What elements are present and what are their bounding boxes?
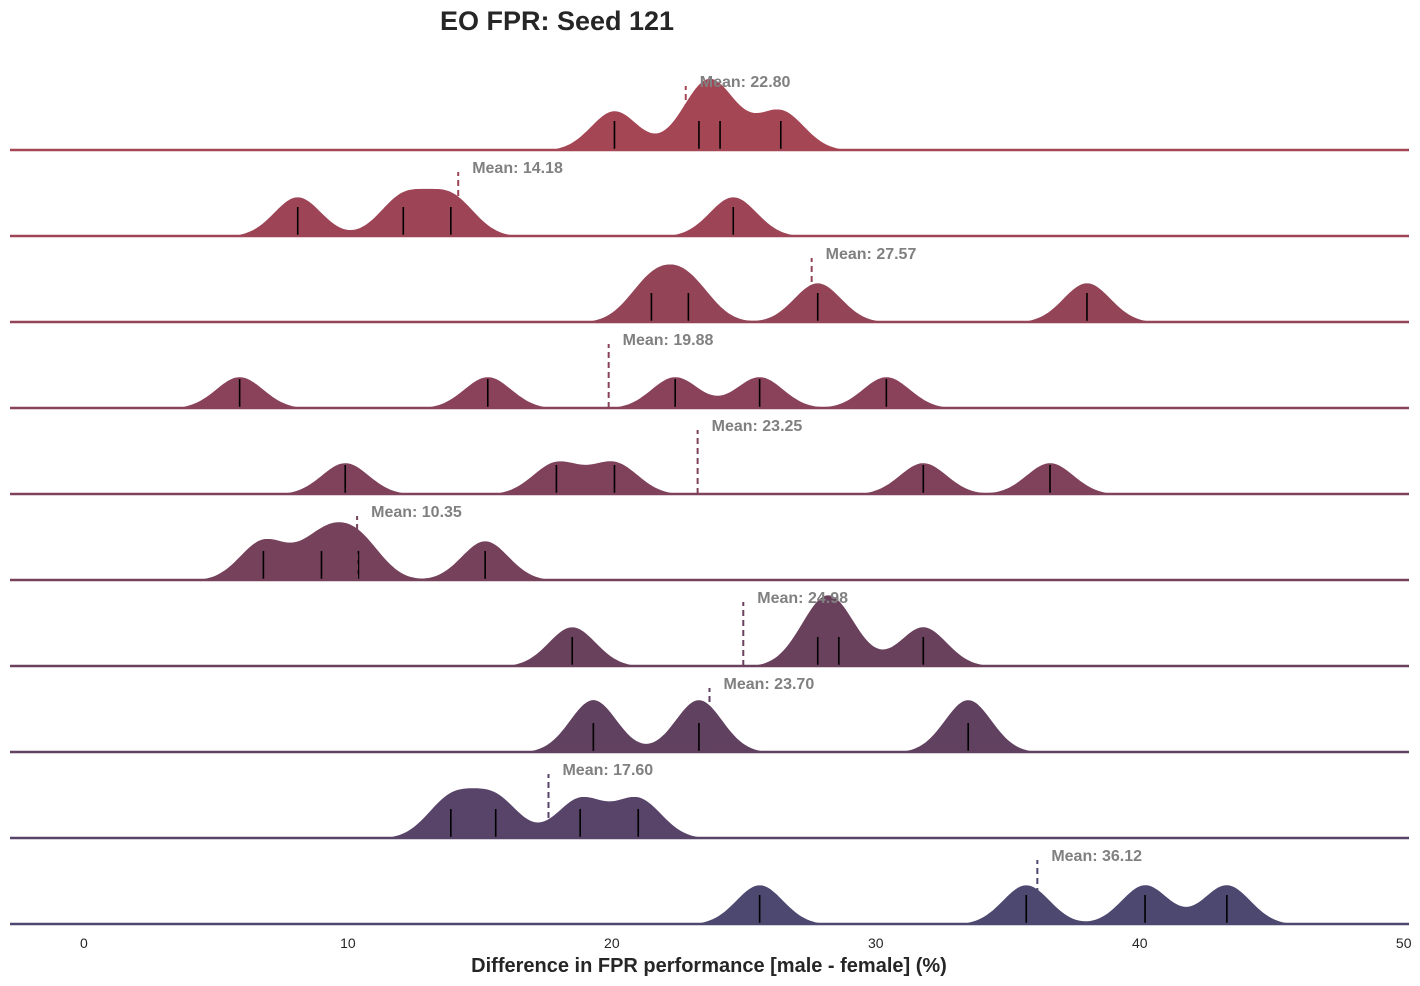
mean-label: Mean: 14.18 [472, 160, 563, 177]
x-tick-label: 10 [340, 935, 356, 951]
x-tick-label: 30 [868, 935, 884, 951]
ridge-10: Mean: 36.12 [10, 848, 1409, 926]
mean-label: Mean: 36.12 [1051, 848, 1142, 865]
ridge-4: Mean: 19.88 [10, 332, 1409, 410]
chart-title: EO FPR: Seed 121 [440, 6, 674, 36]
mean-label: Mean: 23.25 [712, 418, 803, 435]
density-area [10, 786, 1409, 839]
x-tick-label: 0 [80, 935, 88, 951]
ridge-6: Mean: 10.35 [10, 504, 1409, 582]
ridge-3: Mean: 27.57 [10, 246, 1409, 324]
ridges-group: Mean: 22.80 Mean: 14.18 Mean: 27.57 Mean: 1… [10, 74, 1409, 926]
density-area [10, 262, 1409, 323]
ridge-9: Mean: 17.60 [10, 762, 1409, 840]
ridge-1: Mean: 22.80 [10, 74, 1409, 152]
ridge-8: Mean: 23.70 [10, 676, 1409, 754]
density-area [10, 459, 1409, 495]
ridge-5: Mean: 23.25 [10, 418, 1409, 496]
x-axis: 0 10 20 30 40 50 [80, 935, 1412, 951]
density-area [10, 883, 1409, 925]
density-area [10, 520, 1409, 581]
mean-label: Mean: 17.60 [562, 762, 653, 779]
density-area [10, 375, 1409, 409]
x-tick-label: 20 [604, 935, 620, 951]
mean-label: Mean: 23.70 [724, 676, 815, 693]
mean-label: Mean: 27.57 [826, 246, 917, 263]
mean-label: Mean: 10.35 [371, 504, 462, 521]
density-area [10, 187, 1409, 237]
ridge-7: Mean: 24.98 [10, 590, 1409, 668]
mean-label: Mean: 24.98 [757, 590, 848, 607]
x-tick-label: 40 [1132, 935, 1148, 951]
density-area [10, 593, 1409, 667]
mean-label: Mean: 19.88 [623, 332, 714, 349]
mean-label: Mean: 22.80 [700, 74, 791, 91]
x-axis-label: Difference in FPR performance [male - fe… [471, 955, 947, 977]
ridge-2: Mean: 14.18 [10, 160, 1409, 238]
x-tick-label: 50 [1396, 935, 1412, 951]
